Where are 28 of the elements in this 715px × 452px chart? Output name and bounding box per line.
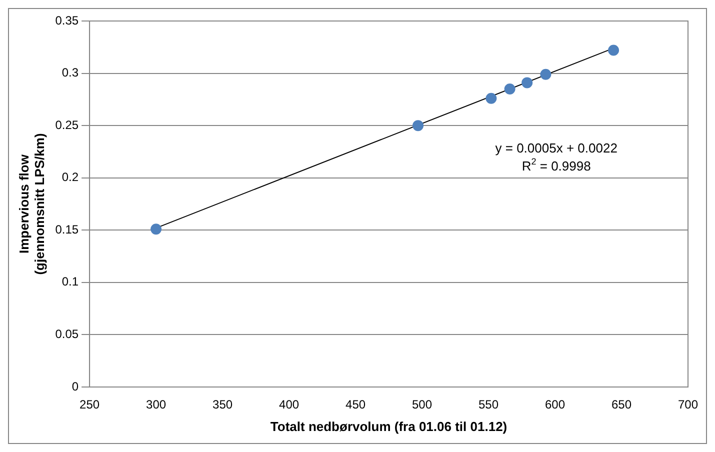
x-tick-label: 650 [611, 398, 632, 412]
x-tick-label: 500 [412, 398, 432, 412]
y-tick-label: 0.15 [55, 222, 79, 236]
point [522, 77, 533, 88]
x-tick-label: 450 [346, 398, 366, 412]
y-tick-label: 0.35 [55, 13, 79, 28]
x-tick-label: 600 [544, 398, 566, 412]
point [540, 68, 552, 80]
y-tick-label: 0.25 [55, 118, 79, 132]
y-tick-label: 0 [72, 379, 79, 394]
point [608, 44, 620, 56]
x-tick-label: 700 [678, 398, 698, 412]
x-tick-label: 300 [146, 398, 166, 412]
point [486, 92, 497, 104]
point [412, 120, 424, 132]
point [504, 83, 516, 94]
x-tick-label: 250 [80, 398, 100, 412]
y-axis-title: Impervious flow (gjennomsnitt LPS/km) [16, 133, 47, 275]
x-axis-title: Totalt nedbørvolum (fra 01.06 til 01.12) [270, 418, 508, 434]
y-tick-label: 0.2 [62, 170, 79, 184]
y-tick-label: 0.05 [55, 327, 79, 342]
x-tick-label: 550 [478, 398, 499, 412]
y-tick-label: 0.3 [62, 66, 79, 80]
x-tick-label: 400 [279, 398, 300, 412]
x-tick-label: 350 [212, 398, 233, 412]
y-tick-label: 0.1 [62, 274, 79, 289]
annotation: y = 0.0005x + 0.0022 [495, 140, 618, 156]
point [150, 224, 162, 235]
